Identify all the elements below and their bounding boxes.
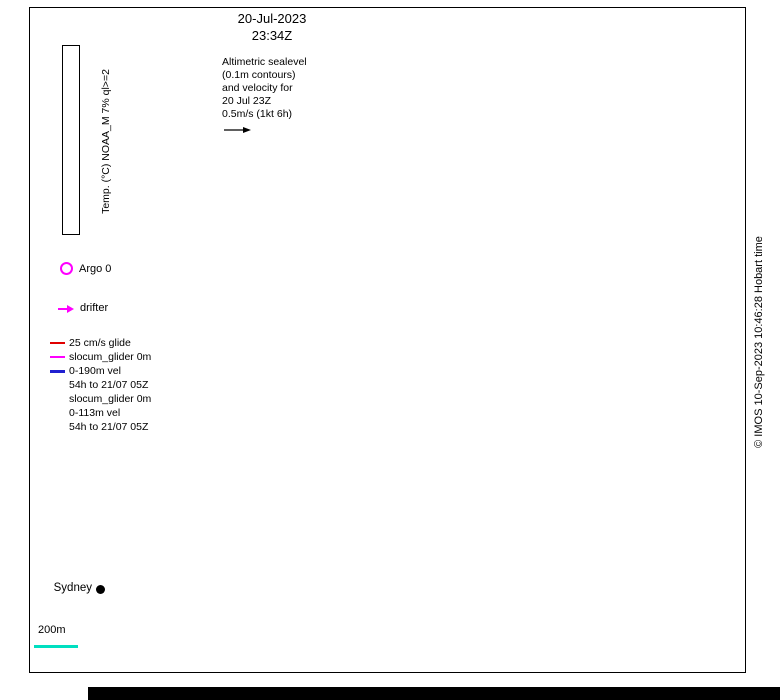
legend-item: 0-113m vel xyxy=(50,406,151,420)
annotation-line: Altimetric sealevel xyxy=(222,56,307,68)
red-glide-line-icon xyxy=(50,342,66,344)
legend-argo: Argo 0 xyxy=(60,262,111,275)
legend-item: slocum_glider 0m xyxy=(50,392,151,406)
sst-map-canvas xyxy=(30,8,745,672)
bottom-black-bar xyxy=(88,687,780,700)
argo-label: Argo 0 xyxy=(79,262,112,275)
colorbar-label: Temp. (°C) NOAA_M 7% ql>=2 xyxy=(100,69,112,214)
legend-item: 0-190m vel xyxy=(50,364,151,378)
legend-item-label: slocum_glider 0m xyxy=(69,393,152,405)
colorbar-gradient xyxy=(62,45,80,235)
legend-item-label: 0-113m vel xyxy=(69,407,121,419)
legend-item: 54h to 21/07 05Z xyxy=(50,378,151,392)
annotation-line: and velocity for xyxy=(222,82,293,94)
legend-item-label: 0-190m vel xyxy=(69,365,121,377)
legend-glider-block: 25 cm/s glide slocum_glider 0m 0-190m ve… xyxy=(50,336,151,434)
annotation-line: (0.1m contours) xyxy=(222,69,296,81)
title-date: 20-Jul-2023 xyxy=(237,11,307,26)
blue-vel-line-icon xyxy=(50,369,66,373)
legend-drifter: drifter xyxy=(57,302,108,314)
scale-arrow-icon xyxy=(224,127,251,133)
plot-title: 20-Jul-2023 23:34Z xyxy=(152,10,392,44)
legend-item: 25 cm/s glide xyxy=(50,336,151,350)
title-time: 23:34Z xyxy=(251,28,293,43)
annotation-block: Altimetric sealevel (0.1m contours) and … xyxy=(222,56,372,135)
drifter-label: drifter xyxy=(80,302,109,314)
colorbar xyxy=(62,45,142,255)
argo-circle-icon xyxy=(60,262,73,275)
magenta-slocum-line-icon xyxy=(50,356,66,358)
legend-item-label: 54h to 21/07 05Z xyxy=(69,379,149,391)
annotation-line: 20 Jul 23Z xyxy=(222,95,272,107)
legend-item-label: 25 cm/s glide xyxy=(69,337,131,349)
drifter-arrow-icon xyxy=(58,304,74,313)
legend-item-label: 54h to 21/07 05Z xyxy=(69,421,149,433)
imos-watermark: © IMOS 10-Sep-2023 10:46:28 Hobart time xyxy=(753,236,765,448)
legend-item-label: slocum_glider 0m xyxy=(69,351,152,363)
isobath-label: 200m xyxy=(38,624,66,636)
annotation-line: 0.5m/s (1kt 6h) xyxy=(222,108,293,120)
isobath-sample-line xyxy=(34,645,78,648)
sydney-label: Sydney xyxy=(53,582,92,594)
legend-item: slocum_glider 0m xyxy=(50,350,151,364)
sydney-marker-dot xyxy=(96,585,105,594)
map-plot-area: 20-Jul-2023 23:34Z Altimetric sealevel (… xyxy=(29,7,746,673)
legend-item: 54h to 21/07 05Z xyxy=(50,420,151,434)
